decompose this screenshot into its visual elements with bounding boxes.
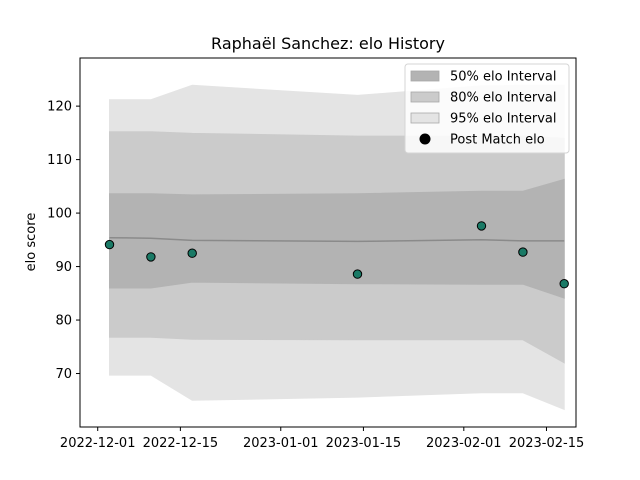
y-axis-ticks: 70 80 90 100 110 120 xyxy=(47,100,80,382)
legend-swatch-1 xyxy=(410,91,440,103)
legend-label-1: 80% elo Interval xyxy=(450,91,557,106)
post-match-point-5 xyxy=(518,247,528,257)
y-tick-label-5: 120 xyxy=(47,100,72,115)
post-match-point-0 xyxy=(104,239,115,250)
post-match-point-2 xyxy=(187,248,197,258)
legend-swatch-3 xyxy=(419,133,431,145)
legend-swatch-2 xyxy=(410,112,440,124)
mean-elo-line xyxy=(109,236,565,243)
post-match-point-3 xyxy=(352,269,363,279)
y-axis-label: elo score xyxy=(24,213,39,272)
y-tick-label-2: 90 xyxy=(55,260,72,275)
x-tick-label-1: 2022-12-15 xyxy=(143,436,219,451)
post-match-point-1 xyxy=(146,252,156,262)
y-tick-label-0: 70 xyxy=(55,367,72,382)
plot-area xyxy=(104,84,569,411)
legend-label-2: 95% elo Interval xyxy=(450,112,557,127)
x-tick-label-0: 2022-12-01 xyxy=(60,436,136,451)
legend: 50% elo Interval 80% elo Interval 95% elo … xyxy=(404,63,570,154)
x-tick-label-5: 2023-02-15 xyxy=(509,436,585,451)
legend-swatch-0 xyxy=(410,70,440,82)
x-tick-label-4: 2023-02-01 xyxy=(426,436,502,451)
legend-box xyxy=(404,63,570,154)
x-tick-label-3: 2023-01-15 xyxy=(326,436,402,451)
post-match-point-4 xyxy=(476,221,487,231)
axes-frame xyxy=(79,57,577,428)
y-tick-label-4: 110 xyxy=(47,153,72,168)
legend-label-3: Post Match elo xyxy=(450,133,545,148)
band-2 xyxy=(109,178,565,299)
legend-label-0: 50% elo Interval xyxy=(450,70,557,85)
x-tick-label-2: 2023-01-01 xyxy=(243,436,319,451)
x-axis-ticks: 2022-12-01 2022-12-15 2023-01-01 2023-01-15… xyxy=(60,427,584,451)
y-tick-label-1: 80 xyxy=(55,314,72,329)
post-match-point-6 xyxy=(559,279,569,289)
y-tick-label-3: 100 xyxy=(47,207,72,222)
chart-title: Raphaël Sanchez: elo History xyxy=(211,34,445,53)
